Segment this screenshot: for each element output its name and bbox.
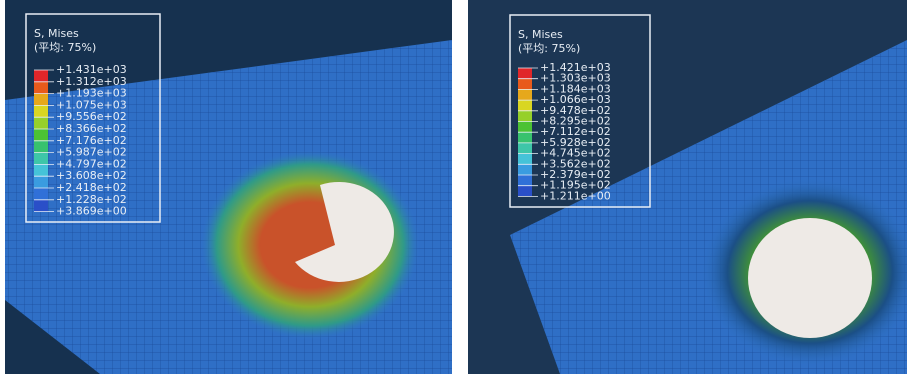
color-cell bbox=[34, 129, 48, 141]
color-cell bbox=[34, 94, 48, 106]
color-cell bbox=[518, 164, 532, 175]
color-cell bbox=[518, 175, 532, 186]
legend-subtitle: (平均: 75%) bbox=[34, 41, 96, 54]
color-cell bbox=[34, 105, 48, 117]
color-cell bbox=[518, 132, 532, 143]
color-cell bbox=[34, 117, 48, 129]
legend-subtitle: (平均: 75%) bbox=[518, 42, 580, 55]
color-cell bbox=[518, 79, 532, 90]
color-cell bbox=[34, 200, 48, 212]
color-cell bbox=[34, 188, 48, 200]
legend-value: +1.211e+00 bbox=[540, 189, 611, 202]
color-cell bbox=[34, 153, 48, 165]
legend-value: +3.869e+00 bbox=[56, 205, 127, 218]
color-cell bbox=[518, 143, 532, 154]
color-cell bbox=[518, 100, 532, 111]
color-cell bbox=[518, 122, 532, 133]
color-cell bbox=[34, 141, 48, 153]
screenshot: S, Mises(平均: 75%)+1.431e+03+1.312e+03+1.… bbox=[0, 0, 907, 374]
color-cell bbox=[34, 164, 48, 176]
legend-title: S, Mises bbox=[34, 27, 79, 40]
color-cell bbox=[518, 111, 532, 122]
color-cell bbox=[518, 154, 532, 165]
legend-title: S, Mises bbox=[518, 28, 563, 41]
color-cell bbox=[518, 68, 532, 79]
color-cell bbox=[518, 186, 532, 197]
color-cell bbox=[34, 176, 48, 188]
color-cell bbox=[518, 89, 532, 100]
color-cell bbox=[34, 70, 48, 82]
right-photo bbox=[468, 0, 907, 374]
color-cell bbox=[34, 82, 48, 94]
